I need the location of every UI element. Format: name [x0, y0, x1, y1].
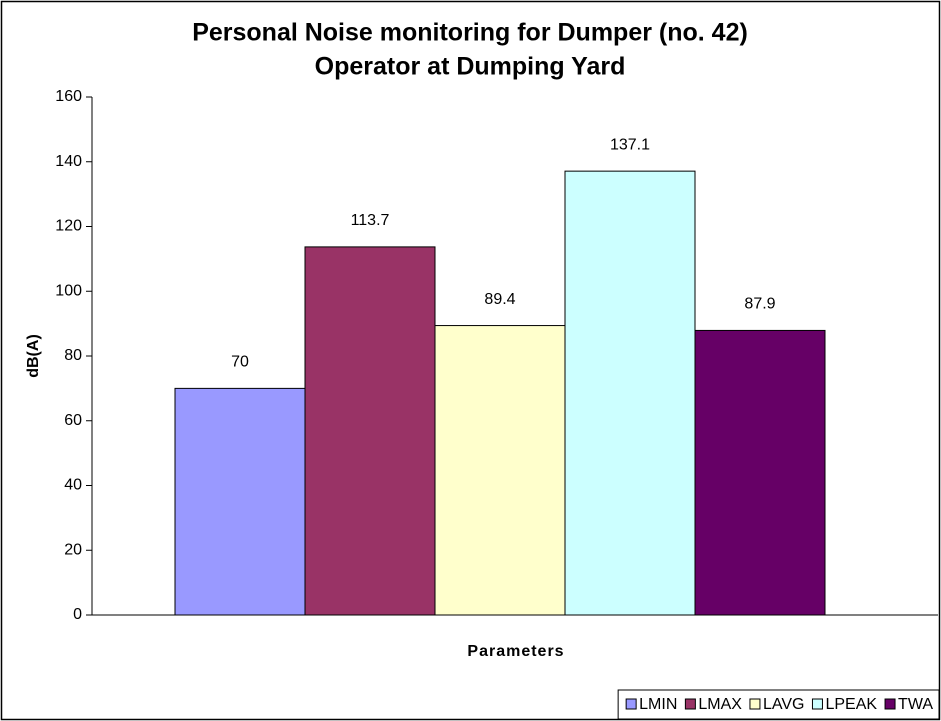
- y-tick-label: 60: [64, 412, 82, 429]
- y-tick-label: 80: [64, 347, 82, 364]
- y-tick-label: 140: [55, 153, 82, 170]
- x-axis-title: Parameters: [467, 643, 564, 660]
- data-label: 87.9: [744, 296, 775, 313]
- data-label: 137.1: [610, 136, 650, 153]
- legend-label: LAVG: [763, 696, 805, 713]
- bar: [694, 329, 826, 616]
- data-label: 113.7: [351, 212, 390, 229]
- y-tick-label: 20: [64, 541, 82, 558]
- legend-swatch: [749, 698, 761, 710]
- y-tick-label: 120: [55, 218, 82, 235]
- y-tick-label: 40: [64, 477, 82, 494]
- legend-label: LPEAK: [825, 696, 877, 713]
- bar: [174, 387, 306, 616]
- chart-title: Operator at Dumping Yard: [315, 53, 626, 81]
- legend-swatch: [625, 698, 637, 710]
- legend-label: LMAX: [698, 696, 742, 713]
- bar: [434, 325, 566, 616]
- y-tick-label: 100: [55, 282, 82, 299]
- chart-title: Personal Noise monitoring for Dumper (no…: [192, 19, 748, 47]
- legend-swatch: [684, 698, 696, 710]
- legend-swatch: [811, 698, 823, 710]
- data-label: 89.4: [484, 291, 515, 308]
- y-tick-label: 0: [73, 606, 82, 623]
- legend-swatch: [884, 698, 896, 710]
- y-axis-title: dB(A): [25, 334, 42, 378]
- legend-label: LMIN: [639, 696, 677, 713]
- data-label: 70: [231, 354, 249, 371]
- bar: [564, 170, 696, 616]
- y-tick-label: 160: [55, 88, 82, 105]
- bar: [304, 246, 436, 616]
- legend-label: TWA: [898, 696, 933, 713]
